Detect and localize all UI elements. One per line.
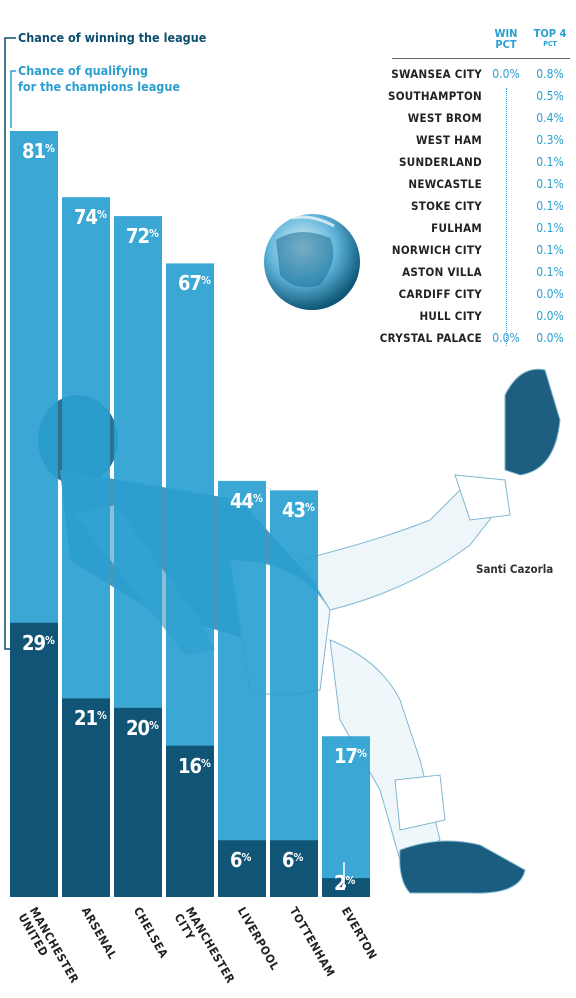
team-name: WEST BROM — [407, 111, 482, 125]
team-name: SOUTHAMPTON — [387, 89, 482, 103]
legend-top4: Chance of qualifying for the champions l… — [18, 63, 180, 95]
table-row: WEST HAM 0.3% — [380, 133, 566, 155]
data-label-win-5: 6% — [282, 848, 303, 873]
table-row: SWANSEA CITY 0.0% 0.8% — [380, 67, 566, 89]
data-label-top4-3: 67% — [178, 271, 211, 296]
top4-pct: 0.0% — [536, 331, 564, 345]
data-label-top4-4: 44% — [230, 488, 263, 513]
data-label-win-3: 16% — [178, 753, 211, 778]
team-name: CARDIFF CITY — [398, 287, 482, 301]
top4-pct: 0.1% — [536, 265, 564, 279]
top4-pct: 0.1% — [536, 221, 564, 235]
legend-win: Chance of winning the league — [18, 30, 207, 45]
table-row: CRYSTAL PALACE 0.0% 0.0% — [380, 331, 566, 353]
header-top4: TOP 4 PCT — [533, 27, 567, 48]
data-label-top4-5: 43% — [282, 498, 315, 523]
header-win: WIN PCT — [494, 27, 518, 51]
table-row: ASTON VILLA 0.1% — [380, 265, 566, 287]
team-name: SWANSEA CITY — [391, 67, 482, 81]
win-pct: 0.0% — [492, 331, 520, 345]
bar-win-5 — [270, 840, 318, 897]
everton-pointer-dot — [342, 884, 346, 888]
table-row: FULHAM 0.1% — [380, 221, 566, 243]
top4-pct: 0.5% — [536, 89, 564, 103]
table-row: HULL CITY 0.0% — [380, 309, 566, 331]
bar-top4-6 — [322, 736, 370, 897]
data-label-win-1: 21% — [74, 706, 107, 731]
top4-pct: 0.1% — [536, 199, 564, 213]
table-row: SUNDERLAND 0.1% — [380, 155, 566, 177]
data-label-win-4: 6% — [230, 848, 251, 873]
table-row: CARDIFF CITY 0.0% — [380, 287, 566, 309]
team-name: ASTON VILLA — [402, 265, 482, 279]
win-pct: 0.0% — [492, 67, 520, 81]
legend-win-connector — [4, 37, 16, 650]
data-label-win-2: 20% — [126, 715, 159, 740]
top4-pct: 0.8% — [536, 67, 564, 81]
team-name: NORWICH CITY — [391, 243, 482, 257]
bar-top4-5 — [270, 490, 318, 897]
data-label-top4-6: 17% — [334, 744, 367, 769]
data-label-top4-1: 74% — [74, 205, 107, 230]
bar-top4-4 — [218, 480, 266, 897]
top4-pct: 0.4% — [536, 111, 564, 125]
table-row: WEST BROM 0.4% — [380, 111, 566, 133]
table-row: NORWICH CITY 0.1% — [380, 243, 566, 265]
data-label-win-0: 29% — [22, 630, 55, 655]
table-row: NEWCASTLE 0.1% — [380, 177, 566, 199]
team-name: FULHAM — [431, 221, 482, 235]
team-name: WEST HAM — [416, 133, 482, 147]
table-row: SOUTHAMPTON 0.5% — [380, 89, 566, 111]
bar-win-1 — [62, 698, 110, 897]
photo-caption: Santi Cazorla — [476, 562, 554, 576]
win-dotted-line — [506, 88, 507, 346]
football-icon — [264, 214, 360, 310]
team-name: STOKE CITY — [411, 199, 482, 213]
table-row: STOKE CITY 0.1% — [380, 199, 566, 221]
team-name: NEWCASTLE — [408, 177, 482, 191]
team-name: CRYSTAL PALACE — [379, 331, 482, 345]
data-label-win-6: 2% — [334, 871, 355, 895]
legend-top4-line2: for the champions league — [18, 79, 180, 94]
top4-pct: 0.1% — [536, 155, 564, 169]
top4-pct: 0.0% — [536, 287, 564, 301]
bar-win-4 — [218, 840, 266, 897]
top4-pct: 0.3% — [536, 133, 564, 147]
bar-win-0 — [10, 622, 58, 897]
bar-win-2 — [114, 707, 162, 897]
top4-pct: 0.1% — [536, 177, 564, 191]
data-label-top4-2: 72% — [126, 224, 159, 249]
legend-top4-connector — [10, 70, 16, 128]
bar-win-6 — [322, 878, 370, 897]
top4-pct: 0.1% — [536, 243, 564, 257]
legend-top4-line1: Chance of qualifying — [18, 63, 149, 78]
data-label-top4-0: 81% — [22, 139, 55, 163]
team-name: SUNDERLAND — [399, 155, 482, 169]
team-name: HULL CITY — [419, 309, 482, 323]
bar-win-3 — [166, 745, 214, 897]
table-divider — [392, 58, 570, 59]
top4-pct: 0.0% — [536, 309, 564, 323]
